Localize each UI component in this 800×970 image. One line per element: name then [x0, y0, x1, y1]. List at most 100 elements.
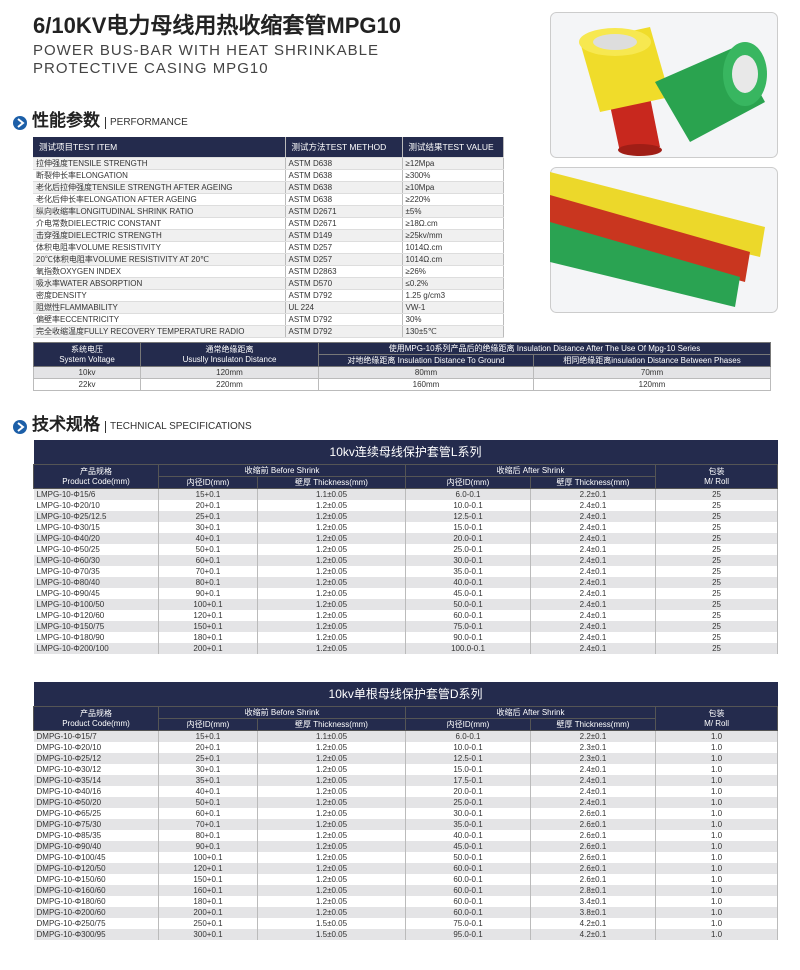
table-row: DMPG-10-Φ30/12 30+0.1 1.2±0.05 15.0-0.1 2.4±… [33, 764, 779, 775]
column-header: 测试方法TEST METHOD [285, 137, 403, 158]
table-cell: 25 [655, 544, 779, 555]
table-cell: 1.2±0.05 [257, 874, 406, 885]
table-cell: 1.2±0.05 [257, 830, 406, 841]
table-row: LMPG-10-Φ15/6 15+0.1 1.1±0.05 6.0-0.1 2.2±0.… [33, 488, 779, 500]
table-cell: 2.4±0.1 [530, 588, 656, 599]
table-cell: 60+0.1 [158, 808, 258, 819]
table-cell: 1.2±0.05 [257, 522, 406, 533]
table-cell: 90.0-0.1 [405, 632, 531, 643]
table-cell: 1.2±0.05 [257, 863, 406, 874]
table-cell: 1.2±0.05 [257, 500, 406, 511]
table-cell: 介电常数DIELECTRIC CONSTANT [33, 217, 286, 230]
table-row: DMPG-10-Φ100/45 100+0.1 1.2±0.05 50.0-0.1 2.… [33, 852, 779, 863]
table-row: LMPG-10-Φ90/45 90+0.1 1.2±0.05 45.0-0.1 2.4±… [33, 588, 779, 599]
table-cell: 45.0-0.1 [405, 588, 531, 599]
table-cell: 2.6±0.1 [530, 852, 656, 863]
table-row: DMPG-10-Φ300/95 300+0.1 1.5±0.05 95.0-0.1 4.… [33, 929, 779, 940]
table-cell: DMPG-10-Φ90/40 [33, 841, 159, 852]
table-cell: ASTM D257 [285, 241, 403, 254]
product-photo [550, 12, 778, 158]
table-row: 老化后伸长率ELONGATION AFTER AGEING ASTM D638 ≥2… [33, 193, 504, 206]
table-row: LMPG-10-Φ180/90 180+0.1 1.2±0.05 90.0-0.1 2.… [33, 632, 779, 643]
table-cell: 15+0.1 [158, 488, 258, 500]
title-row: 10kv单根母线保护套管D系列 [33, 682, 778, 707]
header-row: 产品规格 Product Code(mm) 收缩前 Before Shrink 收缩后… [33, 706, 779, 731]
table-cell: 2.2±0.1 [530, 730, 656, 742]
table-cell: 1.2±0.05 [257, 599, 406, 610]
table-cell: 2.6±0.1 [530, 874, 656, 885]
header-cell: 收缩后 After Shrink [405, 464, 656, 477]
table-cell: DMPG-10-Φ20/10 [33, 742, 159, 753]
table-cell: 2.3±0.1 [530, 753, 656, 764]
subtitle: POWER BUS-BAR WITH HEAT SHRINKABLE [33, 42, 379, 59]
header-cell: 内径ID(mm) [405, 718, 531, 731]
table-cell: 2.4±0.1 [530, 797, 656, 808]
table-row: DMPG-10-Φ85/35 80+0.1 1.2±0.05 40.0-0.1 2.6±… [33, 830, 779, 841]
table-cell: 10.0-0.1 [405, 742, 531, 753]
table-cell: DMPG-10-Φ25/12 [33, 753, 159, 764]
header-row: 内径ID(mm) 壁厚 Thickness(mm) 内径ID(mm) 壁厚 Thick… [34, 476, 778, 489]
table-cell: 1.0 [655, 896, 779, 907]
table-cell: 1.2±0.05 [257, 808, 406, 819]
table-cell: 160+0.1 [158, 885, 258, 896]
table-cell: 300+0.1 [158, 929, 258, 940]
table-cell: DMPG-10-Φ85/35 [33, 830, 159, 841]
table-cell: 1014Ω.cm [402, 253, 504, 266]
table-cell: 25 [655, 632, 779, 643]
table-row: DMPG-10-Φ40/16 40+0.1 1.2±0.05 20.0-0.1 2.4±… [33, 786, 779, 797]
table-cell: 25 [655, 500, 779, 511]
table-cell: 25.0-0.1 [405, 544, 531, 555]
table-cell: 12.5-0.1 [405, 511, 531, 522]
subtitle: PROTECTIVE CASING MPG10 [33, 60, 269, 77]
table-cell: ≥12Mpa [402, 157, 504, 170]
table-cell: 12.5-0.1 [405, 753, 531, 764]
table-cell: 20.0-0.1 [405, 786, 531, 797]
table-cell: 2.4±0.1 [530, 577, 656, 588]
table-cell: 25+0.1 [158, 511, 258, 522]
table-title: 10kv单根母线保护套管D系列 [33, 682, 778, 707]
table-row: 介电常数DIELECTRIC CONSTANT ASTM D2671 ≥18Ω.cm [33, 217, 504, 230]
table-row: LMPG-10-Φ60/30 60+0.1 1.2±0.05 30.0-0.1 2.4±… [33, 555, 779, 566]
table-cell: 1.2±0.05 [257, 907, 406, 918]
table-cell: 60+0.1 [158, 555, 258, 566]
table-cell: 1.0 [655, 918, 779, 929]
table-cell: 1.2±0.05 [257, 819, 406, 830]
table-cell: 1.2±0.05 [257, 511, 406, 522]
table-cell: 2.4±0.1 [530, 786, 656, 797]
table-cell: 200+0.1 [158, 643, 258, 654]
table-cell: 2.3±0.1 [530, 742, 656, 753]
table-cell: LMPG-10-Φ200/100 [33, 643, 159, 654]
table-cell: 1.25 g/cm3 [402, 289, 504, 302]
table-cell: 75.0-0.1 [405, 621, 531, 632]
table-cell: 2.6±0.1 [530, 863, 656, 874]
table-row: LMPG-10-Φ20/10 20+0.1 1.2±0.05 10.0-0.1 2.4±… [33, 500, 779, 511]
header-row: 产品规格 Product Code(mm) 收缩前 Before Shrink 收缩后… [33, 464, 779, 489]
table-cell: 2.4±0.1 [530, 599, 656, 610]
table-row: DMPG-10-Φ90/40 90+0.1 1.2±0.05 45.0-0.1 2.6±… [33, 841, 779, 852]
table-cell: LMPG-10-Φ15/6 [33, 488, 159, 500]
table-cell: 2.4±0.1 [530, 610, 656, 621]
table-cell: 3.4±0.1 [530, 896, 656, 907]
table-cell: 15+0.1 [158, 730, 258, 742]
table-cell: 1.0 [655, 753, 779, 764]
header-cell: 通常绝缘距离 Ususlly Insulaton Distance [140, 342, 319, 367]
table-cell: 1.2±0.05 [257, 555, 406, 566]
header-cell: 收缩前 Before Shrink [158, 464, 406, 477]
table-cell: 1.2±0.05 [257, 632, 406, 643]
table-cell: 1.0 [655, 885, 779, 896]
table-cell: 90+0.1 [158, 588, 258, 599]
table-cell: LMPG-10-Φ50/25 [33, 544, 159, 555]
table-cell: 1.0 [655, 797, 779, 808]
table-cell: 25 [655, 577, 779, 588]
table-cell: 40.0-0.1 [405, 577, 531, 588]
table-cell: 3.8±0.1 [530, 907, 656, 918]
table-cell: ≥220% [402, 193, 504, 206]
table-cell: 吸水率WATER ABSORPTION [33, 277, 286, 290]
table-cell: 35+0.1 [158, 775, 258, 786]
table-cell: 20+0.1 [158, 742, 258, 753]
header-cn: 通常绝缘距离 [205, 344, 254, 354]
table-cell: 1.2±0.05 [257, 533, 406, 544]
table-cell: 1.2±0.05 [257, 841, 406, 852]
table-cell: 1.0 [655, 786, 779, 797]
